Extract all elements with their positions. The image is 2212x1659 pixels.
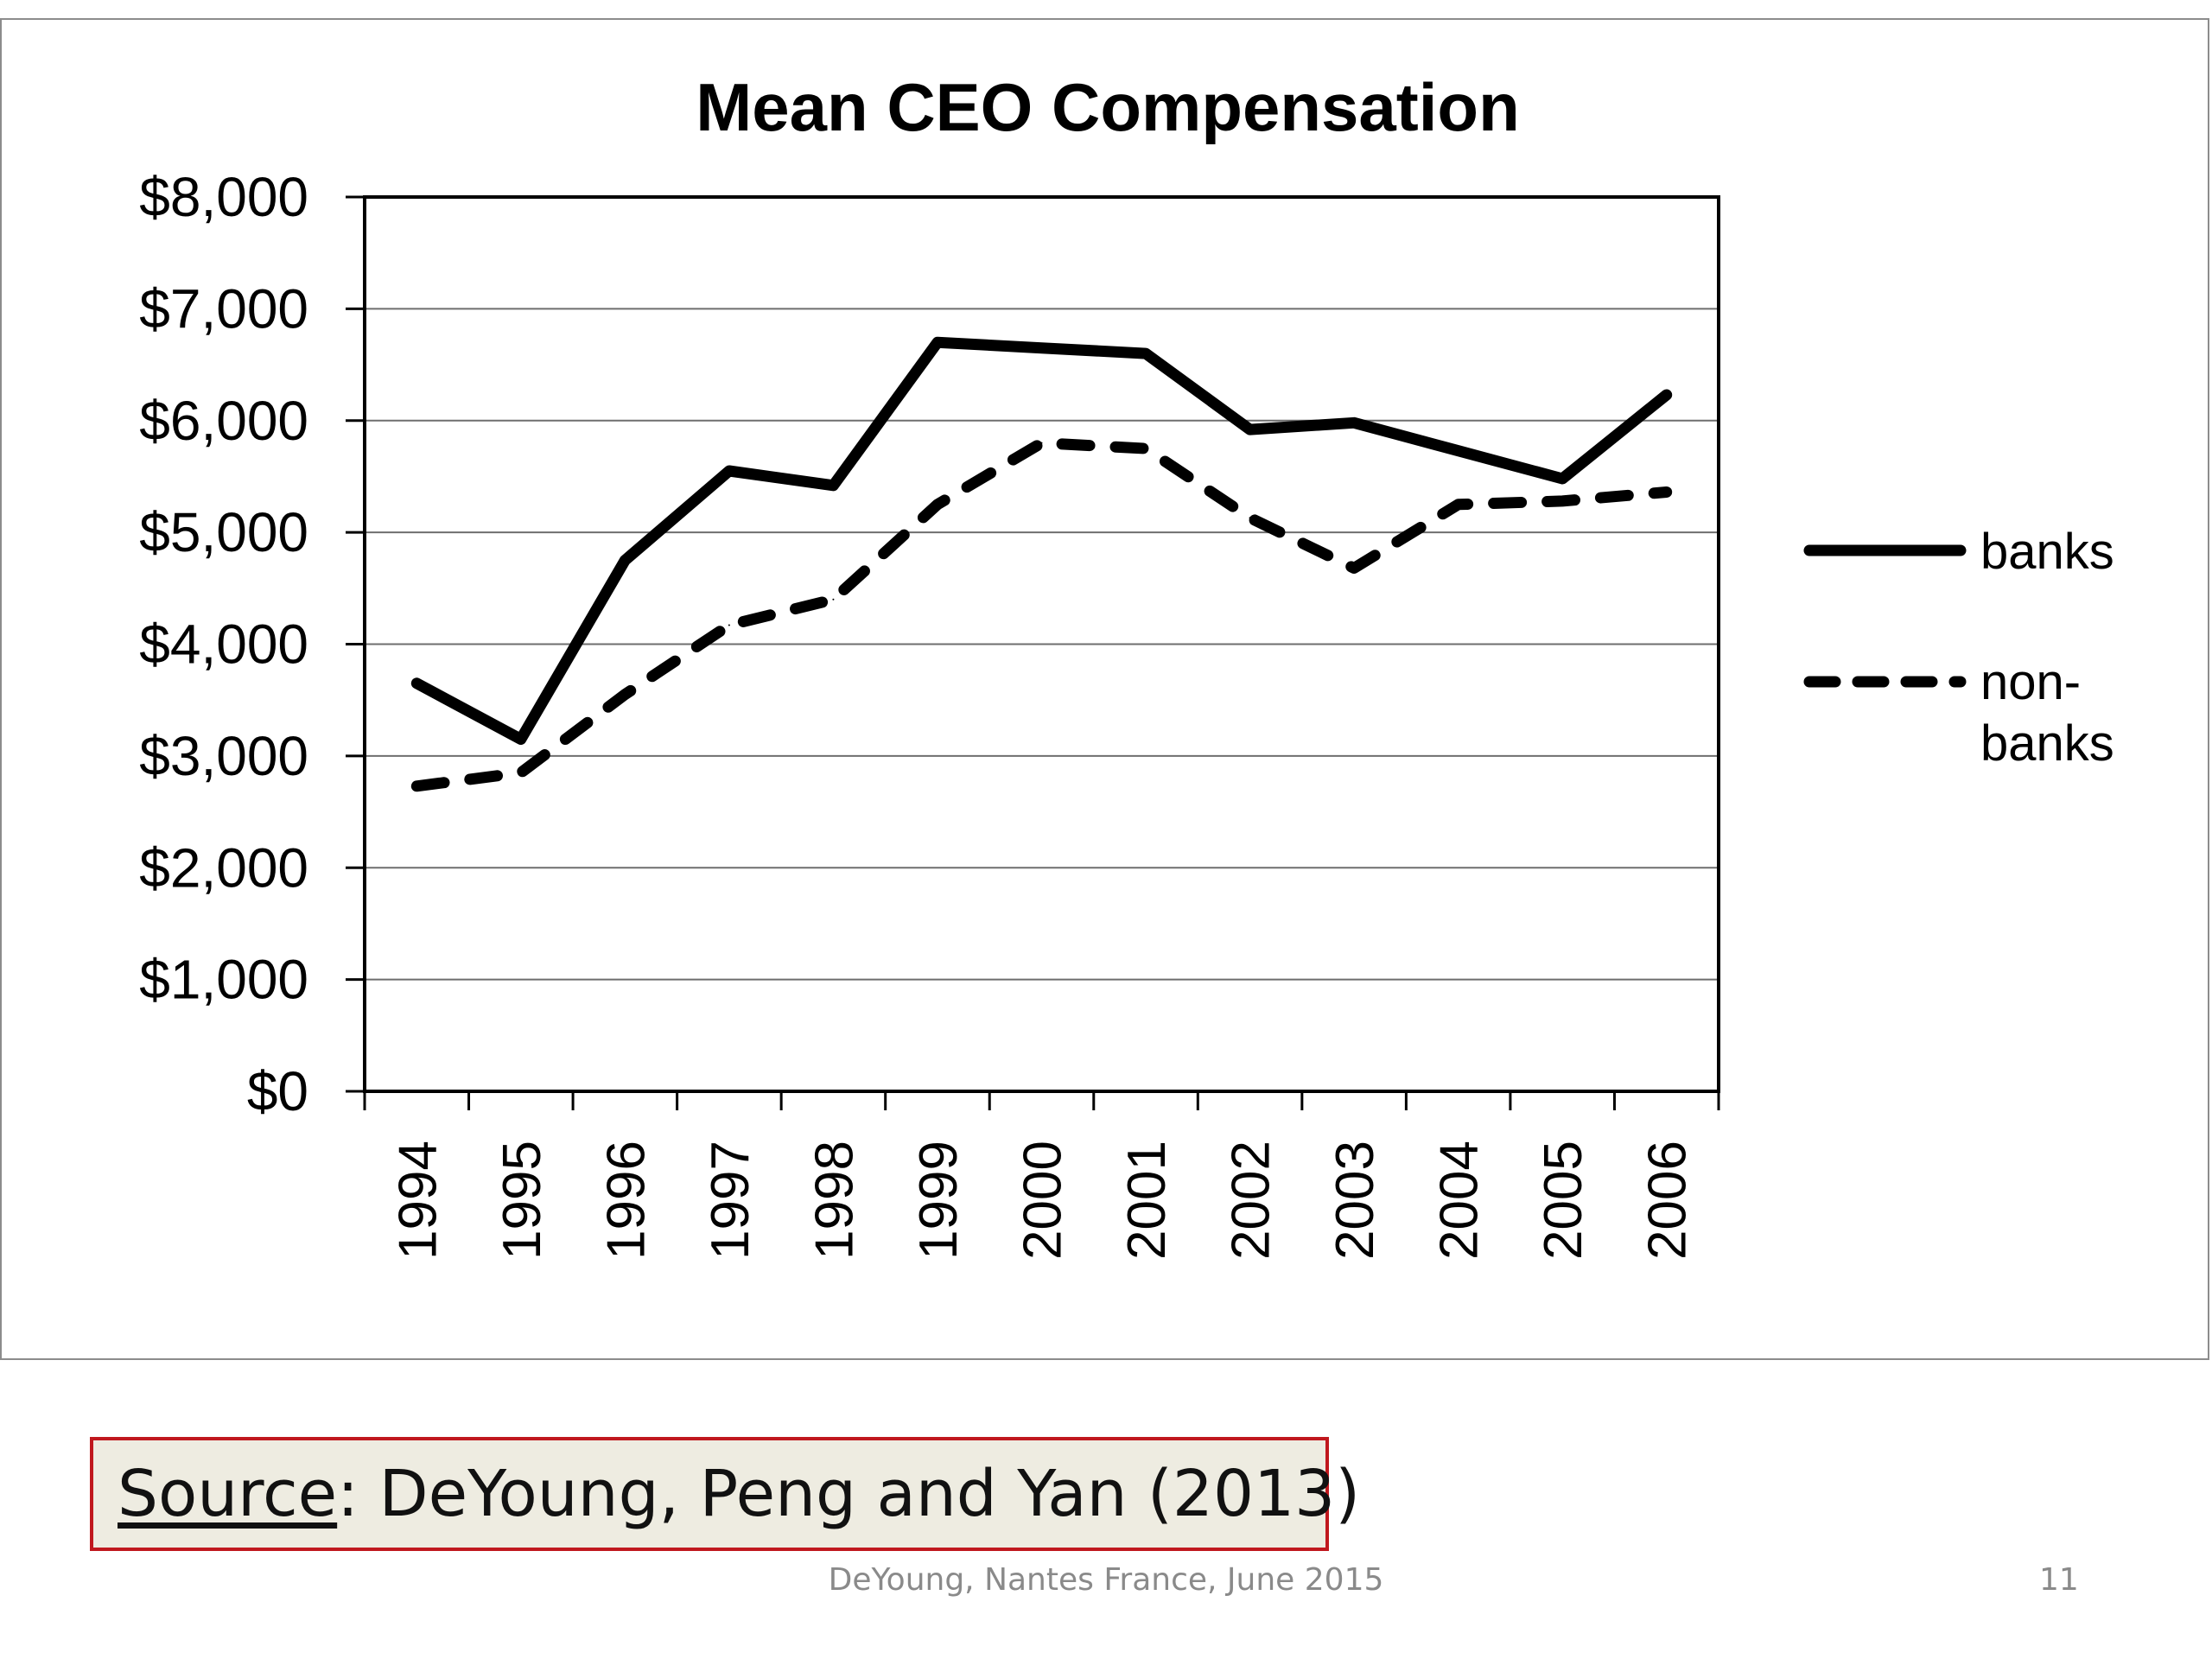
y-tick-label: $7,000: [139, 277, 308, 340]
data-point-non-banks: [1457, 503, 1459, 505]
data-point-non-banks: [1353, 567, 1356, 569]
source-citation-box: Source: DeYoung, Peng and Yan (2013): [90, 1437, 1360, 1551]
x-tick-label: 1997: [701, 1141, 760, 1260]
x-tick-label: 2002: [1222, 1141, 1281, 1260]
data-point-banks: [416, 682, 418, 684]
y-tick-label: $8,000: [139, 166, 308, 228]
data-point-non-banks: [832, 598, 835, 601]
slide-number: 11: [2039, 1562, 2079, 1598]
series: [410, 336, 1673, 792]
x-tick-label: 2001: [1117, 1141, 1177, 1260]
source-text: : DeYoung, Peng and Yan (2013): [337, 1457, 1361, 1531]
plot-area-border: [363, 195, 1720, 1093]
x-tick-label: 2004: [1430, 1141, 1490, 1260]
x-tick-label: 1995: [493, 1141, 552, 1260]
series-line-banks: [410, 336, 1673, 745]
x-tick-label: 1998: [804, 1141, 864, 1260]
y-axis: $0 $1,000 $2,000 $3,000 $4,000 $5,000 $6,000 $7…: [139, 166, 365, 1122]
data-point-non-banks: [1249, 517, 1251, 519]
y-tick-label: $3,000: [139, 725, 308, 787]
legend: banks non- banks: [1803, 524, 2114, 772]
x-tick-label: 2006: [1638, 1141, 1698, 1260]
data-point-banks: [1040, 346, 1043, 349]
gridlines: [365, 308, 1719, 981]
data-point-banks: [519, 738, 522, 741]
legend-nonbanks-label-line1: non-: [1980, 654, 2081, 710]
x-tick-label: 1994: [388, 1141, 448, 1260]
legend-banks-label: banks: [1980, 524, 2114, 580]
series-line-non-banks: [410, 437, 1673, 792]
data-point-banks: [1457, 449, 1459, 452]
x-tick-label: 2003: [1325, 1141, 1385, 1260]
source-label: Source: [118, 1457, 338, 1531]
line-chart: Mean CEO Compensation $0 $1,000 $2,000 $3,0…: [139, 69, 2114, 1260]
chart-frame: Mean CEO Compensation $0 $1,000 $2,000 $3,0…: [0, 18, 2209, 1360]
x-tick-label: 2000: [1014, 1141, 1073, 1260]
y-tick-label: $5,000: [139, 501, 308, 563]
data-point-non-banks: [1145, 448, 1147, 450]
data-point-banks: [936, 341, 938, 344]
legend-nonbanks-label-line2: banks: [1980, 715, 2114, 772]
data-point-banks: [624, 559, 626, 562]
y-tick-label: $6,000: [139, 390, 308, 452]
x-tick-label: 1999: [909, 1141, 969, 1260]
data-point-banks: [1145, 353, 1147, 355]
x-axis: 1994 1995 1996 1997 1998 1999 2000 2001 2002 2003…: [363, 1091, 1720, 1260]
data-point-non-banks: [1665, 491, 1668, 493]
data-point-non-banks: [624, 693, 626, 696]
y-tick-label: $4,000: [139, 613, 308, 676]
slide-footer: DeYoung, Nantes France, June 2015: [828, 1562, 1384, 1598]
y-tick-label: $2,000: [139, 836, 308, 899]
y-tick-label: $1,000: [139, 949, 308, 1011]
data-point-non-banks: [1040, 442, 1043, 444]
y-tick-label: $0: [247, 1060, 308, 1122]
data-point-banks: [1353, 422, 1356, 424]
x-tick-label: 1996: [596, 1141, 656, 1260]
data-point-non-banks: [416, 785, 418, 787]
data-point-banks: [728, 469, 730, 472]
x-tick-label: 2005: [1534, 1141, 1593, 1260]
data-point-banks: [1561, 478, 1564, 480]
data-point-banks: [1665, 393, 1668, 396]
data-point-banks: [832, 484, 835, 486]
data-point-non-banks: [936, 503, 938, 505]
chart-title: Mean CEO Compensation: [696, 69, 1519, 145]
data-point-non-banks: [519, 772, 522, 774]
data-point-banks: [1249, 429, 1251, 431]
data-point-non-banks: [728, 624, 730, 626]
data-point-non-banks: [1561, 499, 1564, 502]
